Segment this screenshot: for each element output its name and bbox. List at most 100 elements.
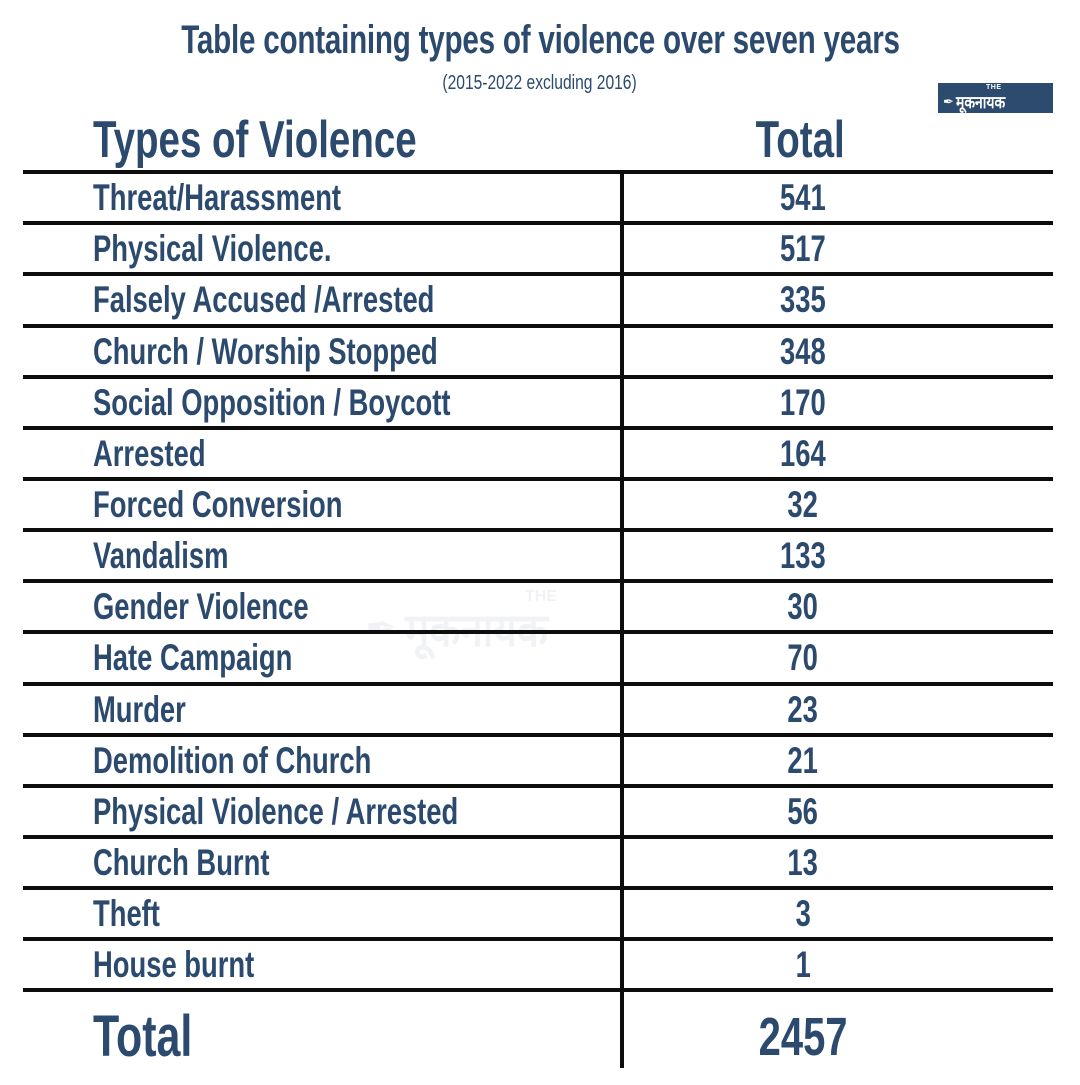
row-divider — [23, 886, 1053, 890]
table-row: Theft 3 — [23, 886, 1053, 937]
violence-total: 335 — [743, 276, 863, 323]
row-divider — [23, 170, 1053, 174]
violence-total: 21 — [743, 737, 863, 784]
violence-type-text: House burnt — [93, 944, 255, 985]
violence-total-text: 23 — [787, 689, 819, 730]
table-row: House burnt 1 — [23, 937, 1053, 988]
violence-type-text: Church Burnt — [93, 842, 270, 883]
violence-total: 133 — [743, 532, 863, 579]
table-row: Physical Violence. 517 — [23, 221, 1053, 272]
violence-total-text: 13 — [787, 842, 819, 883]
violence-type: Physical Violence / Arrested — [93, 788, 587, 835]
violence-total: 56 — [743, 788, 863, 835]
table-row: Arrested 164 — [23, 426, 1053, 477]
violence-total-text: 133 — [780, 535, 826, 576]
violence-type-text: Social Opposition / Boycott — [93, 382, 451, 423]
violence-total-text: 1 — [795, 944, 811, 985]
violence-type: Murder — [93, 686, 218, 733]
violence-total-text: 32 — [787, 484, 819, 525]
row-divider — [23, 630, 1053, 634]
row-divider — [23, 221, 1053, 225]
violence-type: Vandalism — [93, 532, 276, 579]
pen-nib-icon: ✒ — [943, 94, 954, 109]
column-header-type-text: Types of Violence — [93, 111, 417, 169]
total-row: Total 2457 — [23, 992, 1053, 1070]
row-divider — [23, 733, 1053, 737]
column-header-total: Total — [620, 112, 980, 168]
violence-total-text: 56 — [787, 791, 819, 832]
table-row: Falsely Accused /Arrested 335 — [23, 272, 1053, 323]
violence-type: Theft — [93, 890, 183, 937]
violence-total: 3 — [743, 890, 863, 937]
row-divider — [23, 835, 1053, 839]
logo-the: THE — [986, 84, 1002, 91]
violence-total: 541 — [743, 174, 863, 221]
violence-total-text: 30 — [787, 586, 819, 627]
violence-type: Forced Conversion — [93, 481, 430, 528]
violence-type: Falsely Accused /Arrested — [93, 276, 554, 323]
row-divider — [23, 375, 1053, 379]
violence-type-text: Threat/Harassment — [93, 177, 342, 218]
table-row: Forced Conversion 32 — [23, 477, 1053, 528]
table-row: Vandalism 133 — [23, 528, 1053, 579]
violence-total-text: 164 — [780, 433, 826, 474]
page-subtitle-text: (2015-2022 excluding 2016) — [442, 72, 638, 94]
violence-type-text: Physical Violence / Arrested — [93, 791, 459, 832]
row-divider — [23, 272, 1053, 276]
row-divider — [23, 324, 1053, 328]
violence-total: 32 — [743, 481, 863, 528]
table-row: Hate Campaign 70 — [23, 630, 1053, 681]
row-divider — [23, 426, 1053, 430]
row-divider — [23, 988, 1053, 992]
page-title-text: Table containing types of violence over … — [180, 18, 900, 62]
table-row: Threat/Harassment 541 — [23, 170, 1053, 221]
violence-total-text: 170 — [780, 382, 826, 423]
violence-type-text: Gender Violence — [93, 586, 309, 627]
violence-total-text: 70 — [787, 637, 819, 678]
violence-type: Arrested — [93, 430, 245, 477]
row-divider — [23, 682, 1053, 686]
violence-type-text: Demolition of Church — [93, 740, 372, 781]
table-row: Church Burnt 13 — [23, 835, 1053, 886]
violence-type-text: Falsely Accused /Arrested — [93, 279, 435, 320]
total-value: 2457 — [723, 1004, 883, 1070]
column-header-total-text: Total — [755, 111, 845, 169]
violence-total: 1 — [743, 941, 863, 988]
violence-type-text: Hate Campaign — [93, 637, 293, 678]
violence-type: Threat/Harassment — [93, 174, 428, 221]
table-row: Physical Violence / Arrested 56 — [23, 784, 1053, 835]
violence-total: 170 — [743, 379, 863, 426]
table-row: Church / Worship Stopped 348 — [23, 324, 1053, 375]
brand-logo: THE ✒ मूकनायक — [938, 83, 1053, 113]
violence-total: 164 — [743, 430, 863, 477]
row-divider — [23, 784, 1053, 788]
violence-type-text: Physical Violence. — [93, 228, 332, 269]
violence-total: 517 — [743, 225, 863, 272]
violence-type: Gender Violence — [93, 583, 384, 630]
table-row: Murder 23 — [23, 682, 1053, 733]
violence-total: 30 — [743, 583, 863, 630]
violence-total-text: 21 — [787, 740, 819, 781]
total-label: Total — [93, 1004, 227, 1070]
violence-type-text: Forced Conversion — [93, 484, 343, 525]
violence-type-text: Theft — [93, 893, 160, 934]
violence-total: 13 — [743, 839, 863, 886]
table-row: Demolition of Church 21 — [23, 733, 1053, 784]
row-divider — [23, 528, 1053, 532]
violence-type-text: Vandalism — [93, 535, 229, 576]
violence-total: 348 — [743, 328, 863, 375]
total-label-text: Total — [93, 1004, 193, 1069]
violence-total-text: 348 — [780, 331, 826, 372]
violence-type: Social Opposition / Boycott — [93, 379, 576, 426]
row-divider — [23, 477, 1053, 481]
violence-total: 23 — [743, 686, 863, 733]
page-title: Table containing types of violence over … — [0, 18, 1080, 68]
table-row: Social Opposition / Boycott 170 — [23, 375, 1053, 426]
violence-type: House burnt — [93, 941, 311, 988]
violence-total-text: 541 — [780, 177, 826, 218]
violence-type: Demolition of Church — [93, 737, 469, 784]
violence-total-text: 517 — [780, 228, 826, 269]
violence-total-text: 335 — [780, 279, 826, 320]
violence-type: Physical Violence. — [93, 225, 415, 272]
violence-total: 70 — [743, 634, 863, 681]
